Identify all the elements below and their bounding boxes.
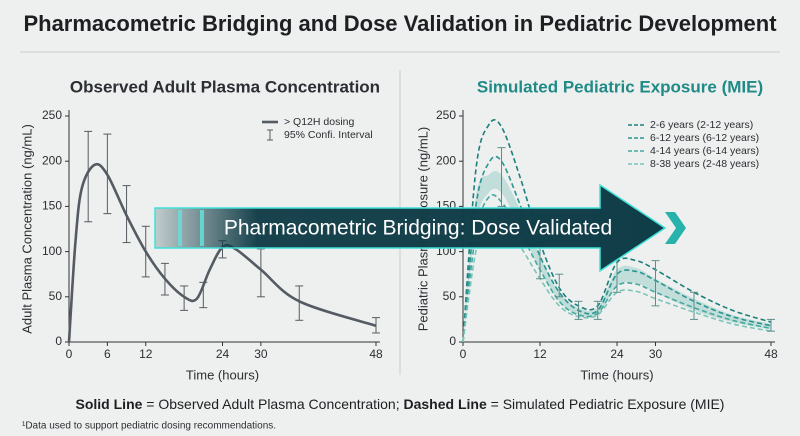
x-tick-label: 24 xyxy=(216,347,230,361)
x-tick-label: 6 xyxy=(104,347,111,361)
x-axis-label: Time (hours) xyxy=(580,367,653,382)
x-tick-label: 12 xyxy=(533,347,547,361)
error-bar xyxy=(160,262,169,296)
legend-label: 8-38 years (2-48 years) xyxy=(650,158,759,170)
error-bar xyxy=(122,185,131,244)
data-line xyxy=(462,119,772,343)
footer-text: = Simulated Pediatric Exposure (MIE) xyxy=(487,396,725,412)
footer-term: Dashed Line xyxy=(404,396,487,412)
y-tick-label: 100 xyxy=(42,244,62,258)
legend-label: 6-12 years (6-12 years) xyxy=(650,132,759,144)
x-axis-label: Time (hours) xyxy=(186,367,259,382)
x-tick-label: 0 xyxy=(66,347,73,361)
error-bar xyxy=(690,291,698,320)
y-tick-label: 250 xyxy=(436,108,456,122)
y-tick-label: 0 xyxy=(449,334,456,348)
footnote: ¹Data used to support pediatric dosing r… xyxy=(22,421,276,432)
error-bar xyxy=(651,260,660,307)
banner-chevron xyxy=(665,212,686,244)
y-axis-label: Adult Plasma Concentration (ng/mL) xyxy=(19,124,34,334)
error-bar xyxy=(497,147,506,207)
error-bar xyxy=(256,248,265,298)
error-bar xyxy=(593,300,602,320)
data-line xyxy=(462,155,772,343)
legend-label: 2-6 years (2-12 years) xyxy=(650,119,753,131)
page-title: Pharmacometric Bridging and Dose Validat… xyxy=(23,11,777,36)
x-tick-label: 24 xyxy=(610,347,624,361)
y-tick-label: 50 xyxy=(49,289,63,303)
x-tick-label: 30 xyxy=(649,347,663,361)
footer: Solid Line = Observed Adult Plasma Conce… xyxy=(76,396,725,412)
y-tick-label: 50 xyxy=(443,289,457,303)
legend-label: 4-14 years (6-14 years) xyxy=(650,145,759,157)
x-tick-label: 48 xyxy=(764,347,778,361)
y-tick-label: 200 xyxy=(42,153,62,167)
banner-arrow xyxy=(154,183,667,273)
error-bar xyxy=(767,318,775,332)
y-tick-label: 0 xyxy=(55,334,62,348)
data-line xyxy=(462,194,772,343)
error-bar xyxy=(295,285,304,321)
legend-label: > Q12H dosing xyxy=(284,116,354,128)
footer-term: Solid Line xyxy=(76,396,143,412)
x-tick-label: 30 xyxy=(254,347,268,361)
banner-text: Pharmacometric Bridging: Dose Validated xyxy=(224,217,612,240)
error-bar xyxy=(103,133,112,215)
chart-title: Simulated Pediatric Exposure (MIE) xyxy=(477,77,763,96)
y-tick-label: 150 xyxy=(42,199,62,213)
error-bar xyxy=(180,285,189,311)
error-bar xyxy=(141,225,150,278)
x-tick-label: 48 xyxy=(369,347,383,361)
y-tick-label: 250 xyxy=(42,108,62,122)
error-bar xyxy=(574,300,583,320)
legend-label: 95% Confi. Interval xyxy=(284,129,373,141)
error-bar xyxy=(84,130,93,223)
data-line xyxy=(67,162,377,343)
error-bar xyxy=(372,317,380,334)
error-bar xyxy=(199,281,208,309)
x-tick-label: 0 xyxy=(460,347,467,361)
error-bar xyxy=(555,273,564,298)
legend-swatch xyxy=(267,129,273,141)
banner-stripe xyxy=(178,210,182,246)
y-tick-label: 200 xyxy=(436,153,456,167)
banner: Pharmacometric Bridging: Dose Validated xyxy=(154,183,686,273)
banner-stripe xyxy=(200,210,204,246)
x-tick-label: 12 xyxy=(139,347,153,361)
footer-text: = Observed Adult Plasma Concentration; xyxy=(142,396,403,412)
chart-title: Observed Adult Plasma Concentration xyxy=(70,77,380,96)
